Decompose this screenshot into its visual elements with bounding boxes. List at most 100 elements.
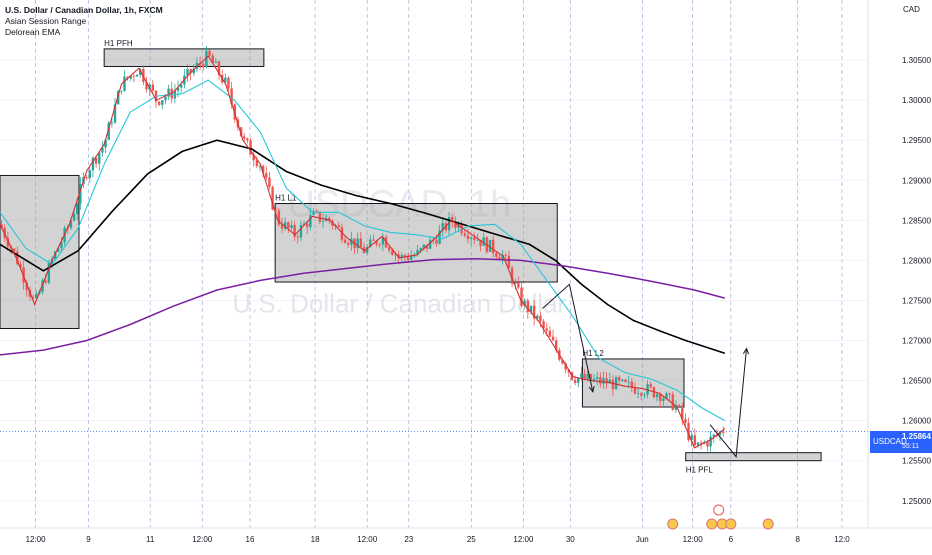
x-tick-label: 18: [311, 535, 320, 544]
candle-body: [681, 405, 684, 420]
projection-arrow: [709, 348, 747, 458]
x-tick-label: 12:00: [683, 535, 704, 544]
candle-body: [91, 157, 95, 171]
last-price-symbol: USDCAD: [873, 437, 907, 446]
candle-body: [246, 138, 249, 141]
candle-body: [699, 442, 703, 444]
candle-body: [41, 280, 44, 292]
candle-body: [577, 377, 580, 383]
candle-body: [517, 282, 520, 288]
candle-body: [602, 378, 605, 384]
candle-body: [536, 315, 539, 319]
candle-body: [614, 377, 618, 390]
candle-body: [312, 211, 315, 215]
candle-body: [299, 225, 303, 238]
y-tick-label: 1.27000: [902, 337, 931, 346]
candle-body: [677, 405, 681, 406]
candle-body: [501, 254, 504, 260]
zone-label: H1 L1: [275, 194, 297, 203]
candle-body: [161, 100, 164, 105]
y-tick-label: 1.26000: [902, 417, 931, 426]
candle-body: [482, 237, 485, 246]
candle-body: [287, 222, 290, 228]
candle-body: [375, 240, 378, 245]
last-price-value: 1.25864: [902, 432, 931, 441]
candle-body: [72, 213, 76, 221]
candle-body: [217, 61, 221, 75]
candle-body: [309, 214, 312, 228]
candle-body: [611, 379, 615, 390]
candle-body: [224, 77, 227, 83]
candle-body: [410, 256, 413, 260]
candle-body: [44, 280, 47, 283]
candle-body: [57, 248, 60, 252]
candle-body: [425, 244, 429, 249]
candle-body: [227, 77, 230, 89]
candle-body: [69, 220, 73, 228]
candle-body: [476, 239, 479, 241]
candle-body: [419, 247, 422, 250]
candle-body: [643, 394, 646, 396]
candle-body: [416, 249, 419, 256]
candle-body: [658, 394, 662, 401]
watermark-symbol: USDCAD, 1h: [287, 183, 511, 225]
y-tick-label: 1.25000: [902, 497, 931, 506]
candle-body: [586, 374, 589, 380]
legend-indicator-ema[interactable]: Delorean EMA: [5, 27, 61, 37]
candle-body: [290, 225, 293, 228]
candle-body: [3, 227, 6, 238]
candle-body: [662, 398, 665, 401]
candle-body: [618, 377, 621, 381]
candle-body: [542, 321, 545, 329]
candle-body: [340, 227, 344, 240]
candle-body: [491, 239, 495, 254]
candle-body: [243, 136, 246, 139]
legend-indicator-asian-session[interactable]: Asian Session Range: [5, 16, 87, 26]
candle-body: [504, 254, 507, 256]
candle-body: [88, 170, 92, 178]
candle-body: [157, 101, 161, 105]
candle-body: [438, 230, 441, 244]
candle-body: [595, 377, 599, 379]
series-line-ema_mid: [0, 79, 726, 422]
candle-body: [690, 435, 693, 440]
candle-body: [359, 238, 363, 248]
candle-body: [387, 247, 391, 251]
candle-body: [120, 90, 123, 92]
x-tick-label: 12:00: [513, 535, 534, 544]
candle-body: [561, 359, 564, 364]
candle-body: [302, 223, 306, 226]
candle-body: [551, 336, 555, 341]
candle-body: [718, 431, 722, 435]
candle-body: [454, 222, 457, 228]
candle-body: [280, 224, 284, 229]
candle-body: [306, 223, 309, 228]
candle-body: [343, 239, 347, 243]
candle-body: [640, 393, 643, 396]
y-tick-label: 1.25500: [902, 457, 931, 466]
candle-body: [126, 76, 129, 79]
candle-body: [605, 378, 608, 384]
event-flag-icon: [762, 518, 774, 530]
y-tick-label: 1.29500: [902, 136, 931, 145]
watermark-name: U.S. Dollar / Canadian Dollar: [232, 288, 566, 318]
candle-body: [469, 237, 473, 239]
candle-body: [507, 255, 511, 268]
candle-body: [211, 55, 214, 63]
x-tick-label: 25: [467, 535, 476, 544]
candle-body: [35, 293, 38, 298]
candle-body: [271, 186, 274, 210]
candle-body: [369, 239, 372, 247]
candle-body: [60, 242, 63, 249]
candle-body: [649, 384, 652, 388]
candle-body: [372, 239, 375, 241]
candle-body: [523, 300, 526, 306]
candle-body: [391, 250, 394, 255]
range-zone: [103, 48, 265, 68]
x-tick-label: 9: [86, 535, 91, 544]
candle-body: [135, 75, 139, 77]
candle-body: [265, 173, 268, 178]
candle-body: [337, 225, 340, 228]
